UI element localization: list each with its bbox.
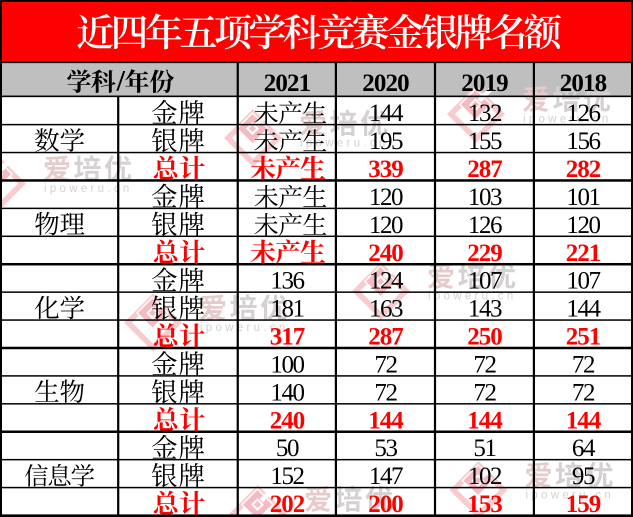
- svg-text:64: 64: [572, 435, 596, 462]
- svg-text:ipoweru.cn: ipoweru.cn: [523, 113, 612, 125]
- svg-text:339: 339: [368, 156, 403, 183]
- svg-text:317: 317: [270, 324, 305, 351]
- svg-text:144: 144: [369, 100, 404, 127]
- svg-text:144: 144: [566, 296, 601, 323]
- svg-text:195: 195: [369, 128, 403, 155]
- svg-text:ipoweru.cn: ipoweru.cn: [200, 322, 289, 334]
- svg-text:200: 200: [368, 491, 403, 517]
- svg-text:152: 152: [270, 463, 304, 490]
- svg-text:282: 282: [566, 156, 601, 183]
- svg-text:ipoweru.cn: ipoweru.cn: [44, 183, 133, 195]
- svg-text:53: 53: [374, 435, 397, 462]
- svg-text:51: 51: [473, 435, 495, 462]
- svg-text:147: 147: [369, 463, 403, 490]
- svg-text:120: 120: [369, 184, 403, 211]
- svg-text:72: 72: [572, 351, 595, 378]
- svg-text:221: 221: [566, 240, 601, 267]
- svg-text:72: 72: [473, 351, 496, 378]
- svg-text:140: 140: [270, 379, 304, 406]
- svg-text:163: 163: [369, 296, 403, 323]
- svg-text:102: 102: [468, 463, 502, 490]
- svg-text:50: 50: [276, 435, 299, 462]
- svg-text:144: 144: [566, 407, 602, 434]
- svg-text:/: /: [116, 65, 126, 98]
- svg-text:156: 156: [566, 128, 600, 155]
- svg-text:72: 72: [374, 379, 397, 406]
- svg-text:153: 153: [467, 491, 502, 517]
- svg-text:2019: 2019: [461, 70, 508, 97]
- svg-text:181: 181: [270, 296, 303, 323]
- svg-text:2021: 2021: [264, 70, 311, 97]
- svg-text:240: 240: [368, 240, 403, 267]
- svg-text:ipoweru.cn: ipoweru.cn: [428, 290, 517, 302]
- svg-text:287: 287: [368, 324, 403, 351]
- svg-text:136: 136: [270, 268, 304, 295]
- svg-text:132: 132: [468, 100, 502, 127]
- svg-text:2018: 2018: [560, 70, 607, 97]
- svg-text:155: 155: [468, 128, 502, 155]
- svg-text:120: 120: [566, 212, 600, 239]
- svg-text:251: 251: [566, 324, 601, 351]
- svg-text:202: 202: [270, 491, 305, 517]
- svg-text:240: 240: [270, 407, 305, 434]
- svg-text:126: 126: [566, 100, 600, 127]
- svg-text:143: 143: [468, 296, 502, 323]
- svg-text:107: 107: [566, 268, 600, 295]
- svg-text:100: 100: [270, 351, 304, 378]
- svg-text:287: 287: [467, 156, 502, 183]
- svg-text:107: 107: [468, 268, 502, 295]
- svg-text:250: 250: [467, 324, 502, 351]
- svg-text:229: 229: [467, 240, 502, 267]
- svg-text:159: 159: [566, 491, 601, 517]
- svg-text:72: 72: [374, 351, 397, 378]
- svg-text:72: 72: [572, 379, 595, 406]
- svg-text:2020: 2020: [362, 70, 409, 97]
- svg-text:124: 124: [369, 268, 404, 295]
- svg-text:ipoweru.cn: ipoweru.cn: [300, 137, 389, 149]
- svg-text:144: 144: [467, 407, 503, 434]
- svg-text:120: 120: [369, 212, 403, 239]
- svg-text:103: 103: [468, 184, 502, 211]
- svg-text:101: 101: [566, 184, 599, 211]
- svg-text:ipoweru.cn: ipoweru.cn: [526, 489, 615, 501]
- svg-text:144: 144: [368, 407, 404, 434]
- svg-text:95: 95: [572, 463, 595, 490]
- svg-text:126: 126: [468, 212, 502, 239]
- svg-text:72: 72: [473, 379, 496, 406]
